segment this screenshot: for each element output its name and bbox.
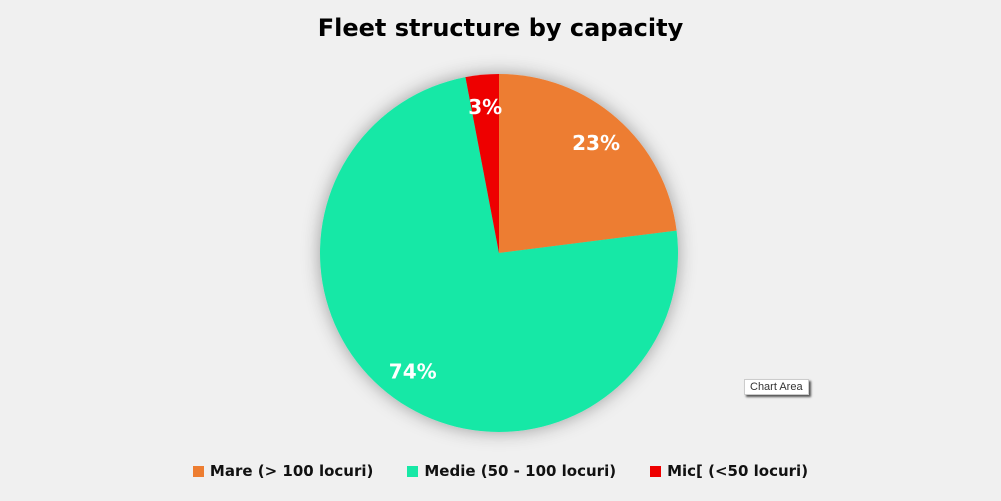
data-label: 74% bbox=[389, 360, 437, 384]
legend: Mare (> 100 locuri) Medie (50 - 100 locu… bbox=[0, 462, 1001, 480]
pie-slice[interactable] bbox=[465, 74, 499, 253]
legend-item-medie[interactable]: Medie (50 - 100 locuri) bbox=[407, 462, 616, 480]
data-label: 3% bbox=[468, 95, 502, 119]
legend-label: Mic[ (<50 locuri) bbox=[667, 462, 809, 480]
pie-slice[interactable] bbox=[499, 74, 677, 253]
legend-swatch bbox=[650, 465, 662, 477]
chart-title: Fleet structure by capacity bbox=[317, 14, 684, 42]
legend-swatch bbox=[407, 465, 419, 477]
pie-slice[interactable] bbox=[320, 77, 679, 432]
legend-item-mic[interactable]: Mic[ (<50 locuri) bbox=[650, 462, 808, 480]
chart-area-tooltip: Chart Area bbox=[744, 379, 809, 395]
legend-label: Medie (50 - 100 locuri) bbox=[424, 462, 617, 480]
legend-swatch bbox=[192, 465, 204, 477]
data-label: 23% bbox=[572, 131, 620, 155]
legend-item-mare[interactable]: Mare (> 100 locuri) bbox=[192, 462, 374, 480]
legend-label: Mare (> 100 locuri) bbox=[209, 462, 374, 480]
